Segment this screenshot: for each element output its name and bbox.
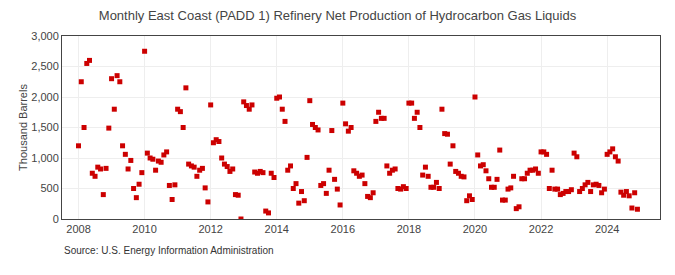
svg-text:2022: 2022 xyxy=(529,223,553,235)
svg-text:0: 0 xyxy=(53,213,59,225)
svg-text:2018: 2018 xyxy=(397,223,421,235)
svg-text:Thousand Barrels: Thousand Barrels xyxy=(17,84,29,171)
svg-text:2024: 2024 xyxy=(595,223,619,235)
svg-text:1,000: 1,000 xyxy=(31,152,59,164)
svg-text:1,500: 1,500 xyxy=(31,121,59,133)
svg-text:500: 500 xyxy=(40,182,58,194)
svg-text:2008: 2008 xyxy=(66,223,90,235)
svg-text:Monthly East Coast (PADD 1) Re: Monthly East Coast (PADD 1) Refinery Net… xyxy=(99,8,577,23)
svg-text:3,000: 3,000 xyxy=(31,30,59,42)
svg-text:2,500: 2,500 xyxy=(31,60,59,72)
svg-text:2010: 2010 xyxy=(132,223,156,235)
svg-text:2,000: 2,000 xyxy=(31,91,59,103)
svg-text:2020: 2020 xyxy=(463,223,487,235)
svg-text:2014: 2014 xyxy=(265,223,289,235)
svg-text:2016: 2016 xyxy=(331,223,355,235)
svg-text:Source: U.S. Energy Informatio: Source: U.S. Energy Information Administ… xyxy=(64,245,274,256)
svg-text:2012: 2012 xyxy=(198,223,222,235)
